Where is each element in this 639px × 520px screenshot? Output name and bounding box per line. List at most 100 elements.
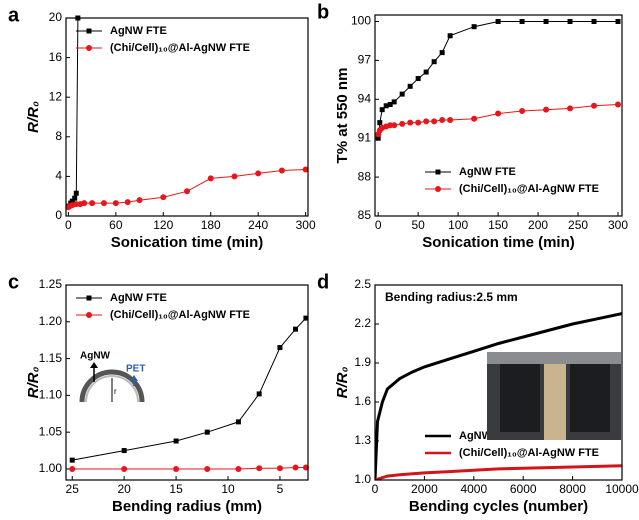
series-line (375, 312, 622, 480)
y-tick-label: 100 (351, 14, 371, 28)
x-axis-label: Bending radius (mm) (112, 498, 262, 515)
marker (387, 101, 393, 107)
marker (447, 33, 453, 39)
y-tick-label: 0 (55, 208, 62, 222)
x-axis-label: Bending cycles (number) (409, 498, 588, 515)
series-line (72, 467, 306, 470)
y-axis-label: R/R₀ (25, 101, 42, 133)
series-line (72, 317, 307, 461)
marker (276, 465, 283, 472)
x-tick-label: 25 (66, 482, 80, 496)
marker (69, 465, 76, 472)
marker (173, 438, 179, 444)
panel-label: d (317, 271, 329, 293)
x-tick-label: 15 (169, 482, 183, 496)
y-tick-label: 91 (358, 130, 372, 144)
x-tick-label: 60 (109, 218, 123, 232)
y-tick-label: 4 (55, 169, 62, 183)
marker (160, 194, 167, 201)
marker (423, 118, 430, 125)
marker (86, 295, 92, 301)
marker (447, 117, 454, 124)
marker (379, 107, 385, 113)
marker (112, 200, 119, 207)
marker (235, 419, 241, 425)
marker (204, 465, 211, 472)
marker (383, 103, 389, 109)
annotation: PET (126, 364, 145, 375)
x-tick-label: 300 (296, 218, 316, 232)
x-tick-label: 0 (372, 482, 379, 496)
marker (204, 429, 210, 435)
legend-label: AgNW FTE (110, 25, 167, 37)
marker (407, 83, 413, 89)
marker (292, 464, 299, 471)
annotation: AgNW (80, 351, 111, 362)
y-tick-label: 88 (358, 169, 372, 183)
y-tick-label: 2.2 (354, 316, 371, 330)
x-tick-label: 180 (201, 218, 221, 232)
x-axis-label: Sonication time (min) (422, 234, 575, 251)
marker (435, 169, 441, 175)
legend-label: (Chi/Cell)₁₀@Al-AgNW FTE (459, 447, 599, 459)
marker (471, 115, 478, 122)
marker (591, 18, 597, 24)
x-tick-label: 240 (248, 218, 268, 232)
marker (439, 50, 445, 56)
marker (231, 173, 238, 180)
marker (303, 315, 309, 321)
y-tick-label: 1.9 (354, 355, 371, 369)
bending-schematic: AgNW PET r (79, 351, 145, 403)
marker (399, 91, 405, 97)
y-tick-label: 1.20 (39, 314, 63, 328)
photo-clamp (570, 362, 610, 432)
marker (431, 118, 438, 125)
marker (615, 101, 622, 108)
plot-frame (65, 17, 309, 217)
annotation: r (114, 387, 117, 396)
plot-area (375, 312, 622, 480)
y-tick-label: 1.25 (39, 277, 63, 291)
marker (100, 200, 107, 207)
x-tick-label: 8000 (559, 482, 586, 496)
y-tick-label: 20 (49, 10, 63, 24)
marker (89, 200, 96, 207)
marker (495, 110, 502, 117)
y-tick-label: 8 (55, 129, 62, 143)
x-tick-label: 200 (528, 218, 548, 232)
marker (415, 76, 421, 82)
series-line (68, 17, 79, 207)
y-tick-label: 1.15 (39, 351, 63, 365)
marker (86, 45, 92, 51)
marker (81, 200, 88, 207)
marker (278, 167, 285, 174)
x-tick-label: 50 (411, 218, 425, 232)
marker (277, 345, 283, 351)
plot-frame (65, 284, 309, 481)
panel-label: a (8, 4, 20, 26)
marker (207, 175, 214, 182)
marker (235, 465, 242, 472)
marker (439, 117, 446, 124)
photo-top (487, 352, 621, 364)
marker (86, 28, 92, 34)
y-tick-label: 16 (49, 50, 63, 64)
x-tick-label: 0 (375, 218, 382, 232)
marker (184, 188, 190, 195)
marker (293, 326, 299, 332)
annotation: Bending radius:2.5 mm (385, 290, 518, 304)
marker (391, 99, 397, 105)
y-tick-label: 1.00 (39, 461, 63, 475)
x-tick-label: 100 (448, 218, 468, 232)
y-tick-label: 1.05 (39, 424, 63, 438)
legend-label: (Chi/Cell)₁₀@Al-AgNW FTE (459, 183, 599, 195)
arrow-head (90, 362, 98, 368)
x-tick-label: 0 (65, 218, 72, 232)
marker (415, 119, 422, 126)
x-tick-label: 120 (153, 218, 173, 232)
marker (391, 122, 398, 129)
marker (72, 195, 78, 201)
marker (121, 448, 127, 454)
marker (302, 166, 309, 173)
